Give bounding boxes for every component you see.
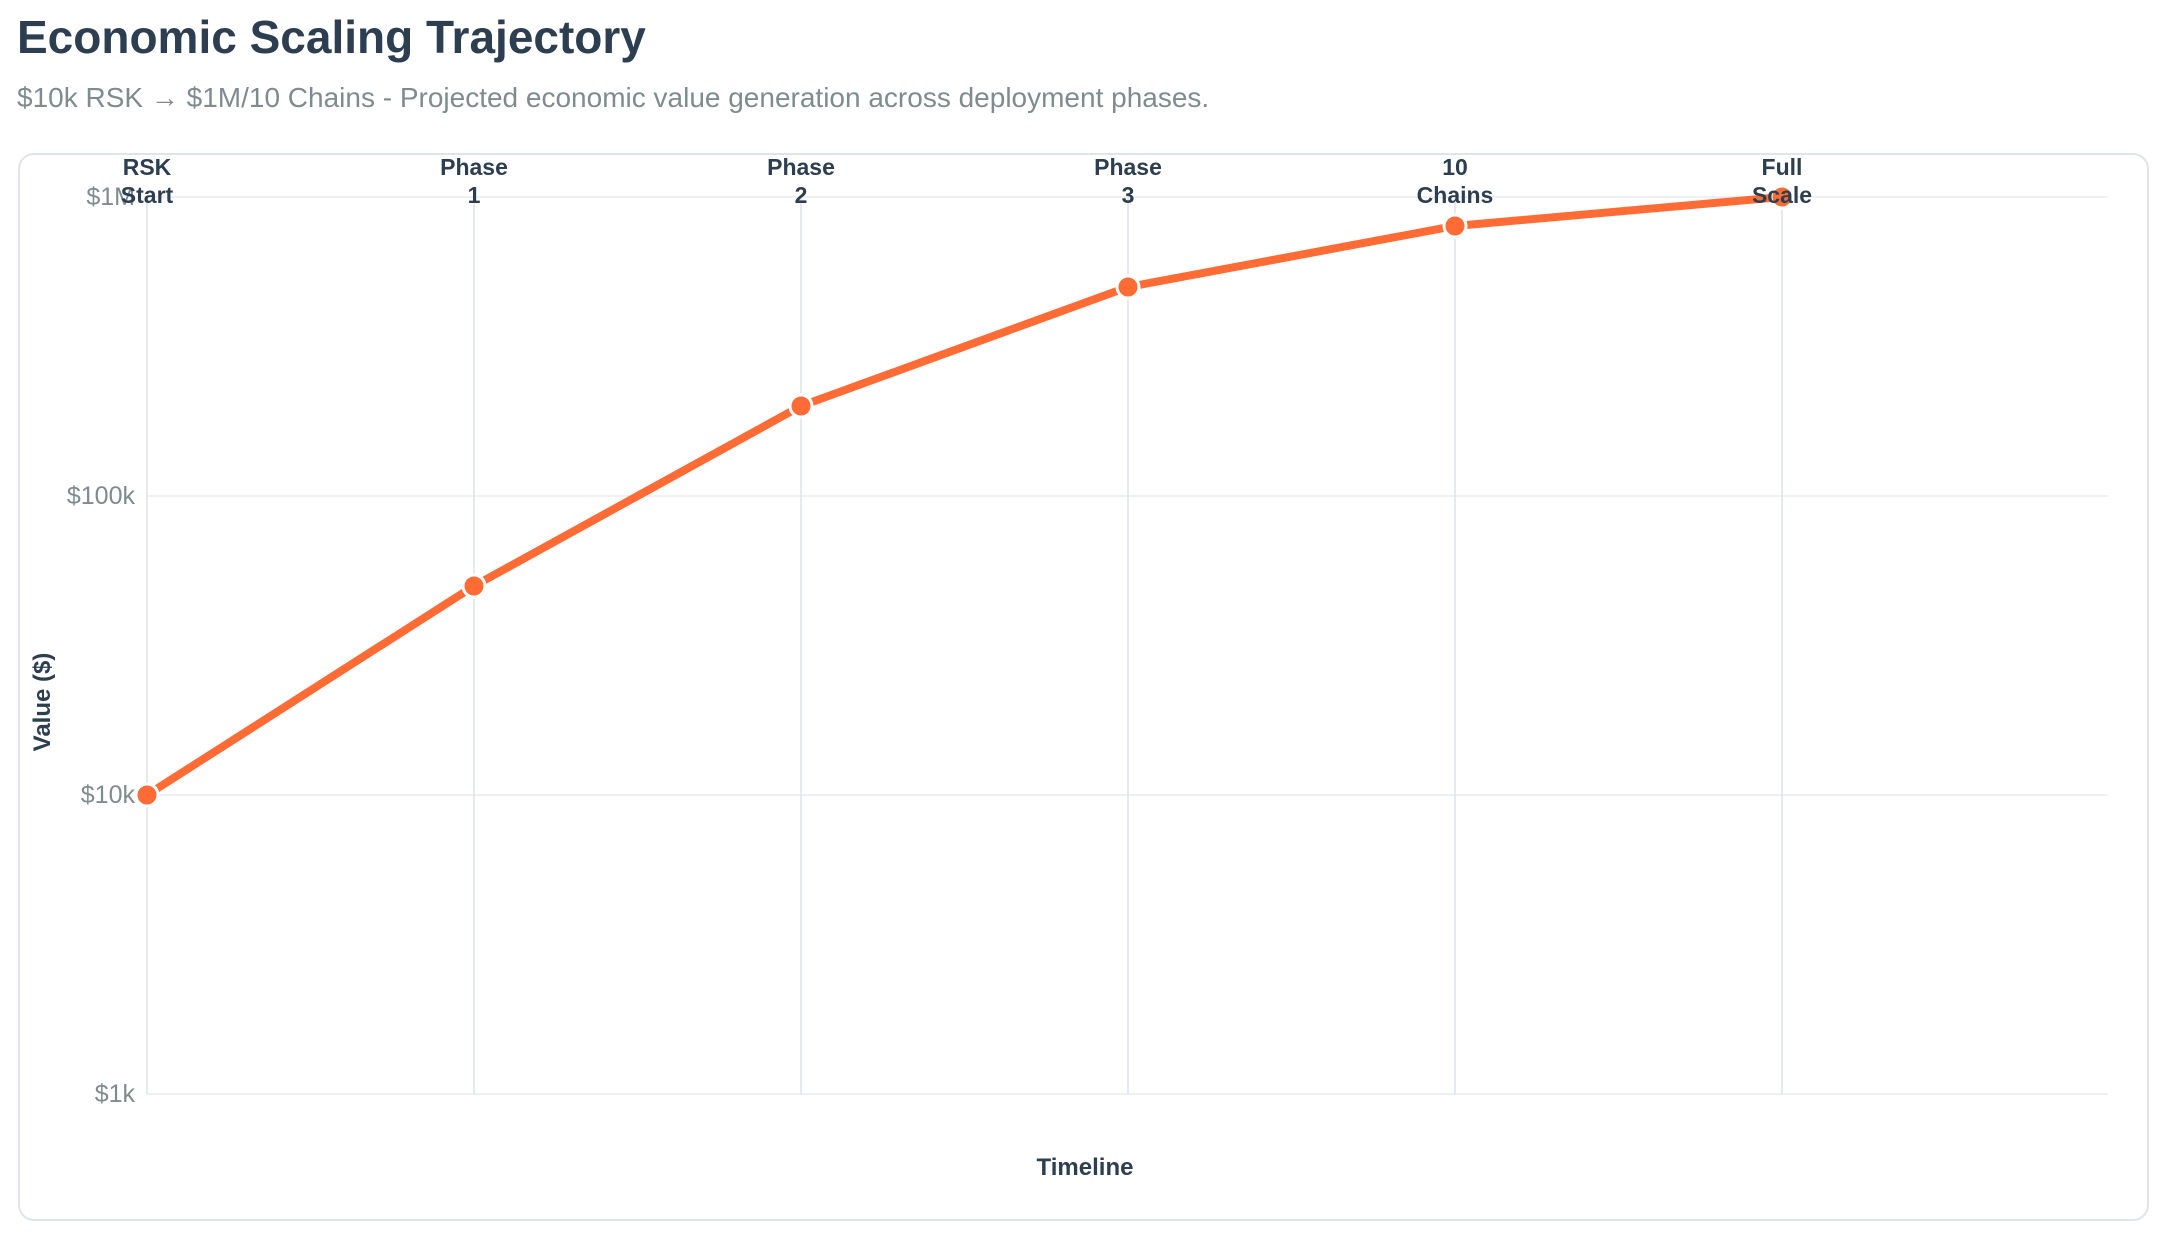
x-tick-label: Phase [767, 154, 835, 180]
y-tick-label: $1M [86, 183, 135, 211]
series-line [144, 193, 1783, 799]
x-tick-label: Phase [440, 154, 508, 180]
x-tick-label: 1 [468, 182, 481, 208]
data-point[interactable] [1442, 213, 1468, 239]
x-tick-label: RSK [123, 154, 172, 180]
x-tick-label: Full [1762, 154, 1803, 180]
data-point[interactable] [461, 573, 487, 599]
x-tick-label: 10 [1442, 154, 1468, 180]
page-title: Economic Scaling Trajectory [17, 11, 646, 63]
x-tick-label: 2 [795, 182, 808, 208]
chart-card [18, 153, 2149, 1221]
y-tick-label: $1k [95, 1080, 136, 1108]
y-tick-label: $100k [67, 482, 136, 510]
x-axis: RSKStartPhase1Phase2Phase310ChainsFullSc… [121, 154, 1812, 208]
y-axis-label: Value ($) [29, 653, 56, 752]
data-point[interactable] [1115, 274, 1141, 300]
y-axis: $1k $10k $100k $1M [67, 183, 136, 1108]
x-axis-label: Timeline [1037, 1154, 1134, 1181]
page-subtitle: $10k RSK → $1M/10 Chains - Projected eco… [17, 82, 1210, 113]
y-tick-label: $10k [81, 781, 136, 809]
x-tick-label: Scale [1752, 182, 1812, 208]
grid [146, 196, 2108, 1095]
data-point[interactable] [134, 782, 160, 808]
x-tick-label: 3 [1122, 182, 1135, 208]
x-tick-label: Chains [1417, 182, 1494, 208]
x-tick-label: Phase [1094, 154, 1162, 180]
x-tick-label: Start [121, 182, 174, 208]
data-point[interactable] [788, 393, 814, 419]
series [134, 184, 1795, 808]
data-point[interactable] [1769, 184, 1795, 210]
